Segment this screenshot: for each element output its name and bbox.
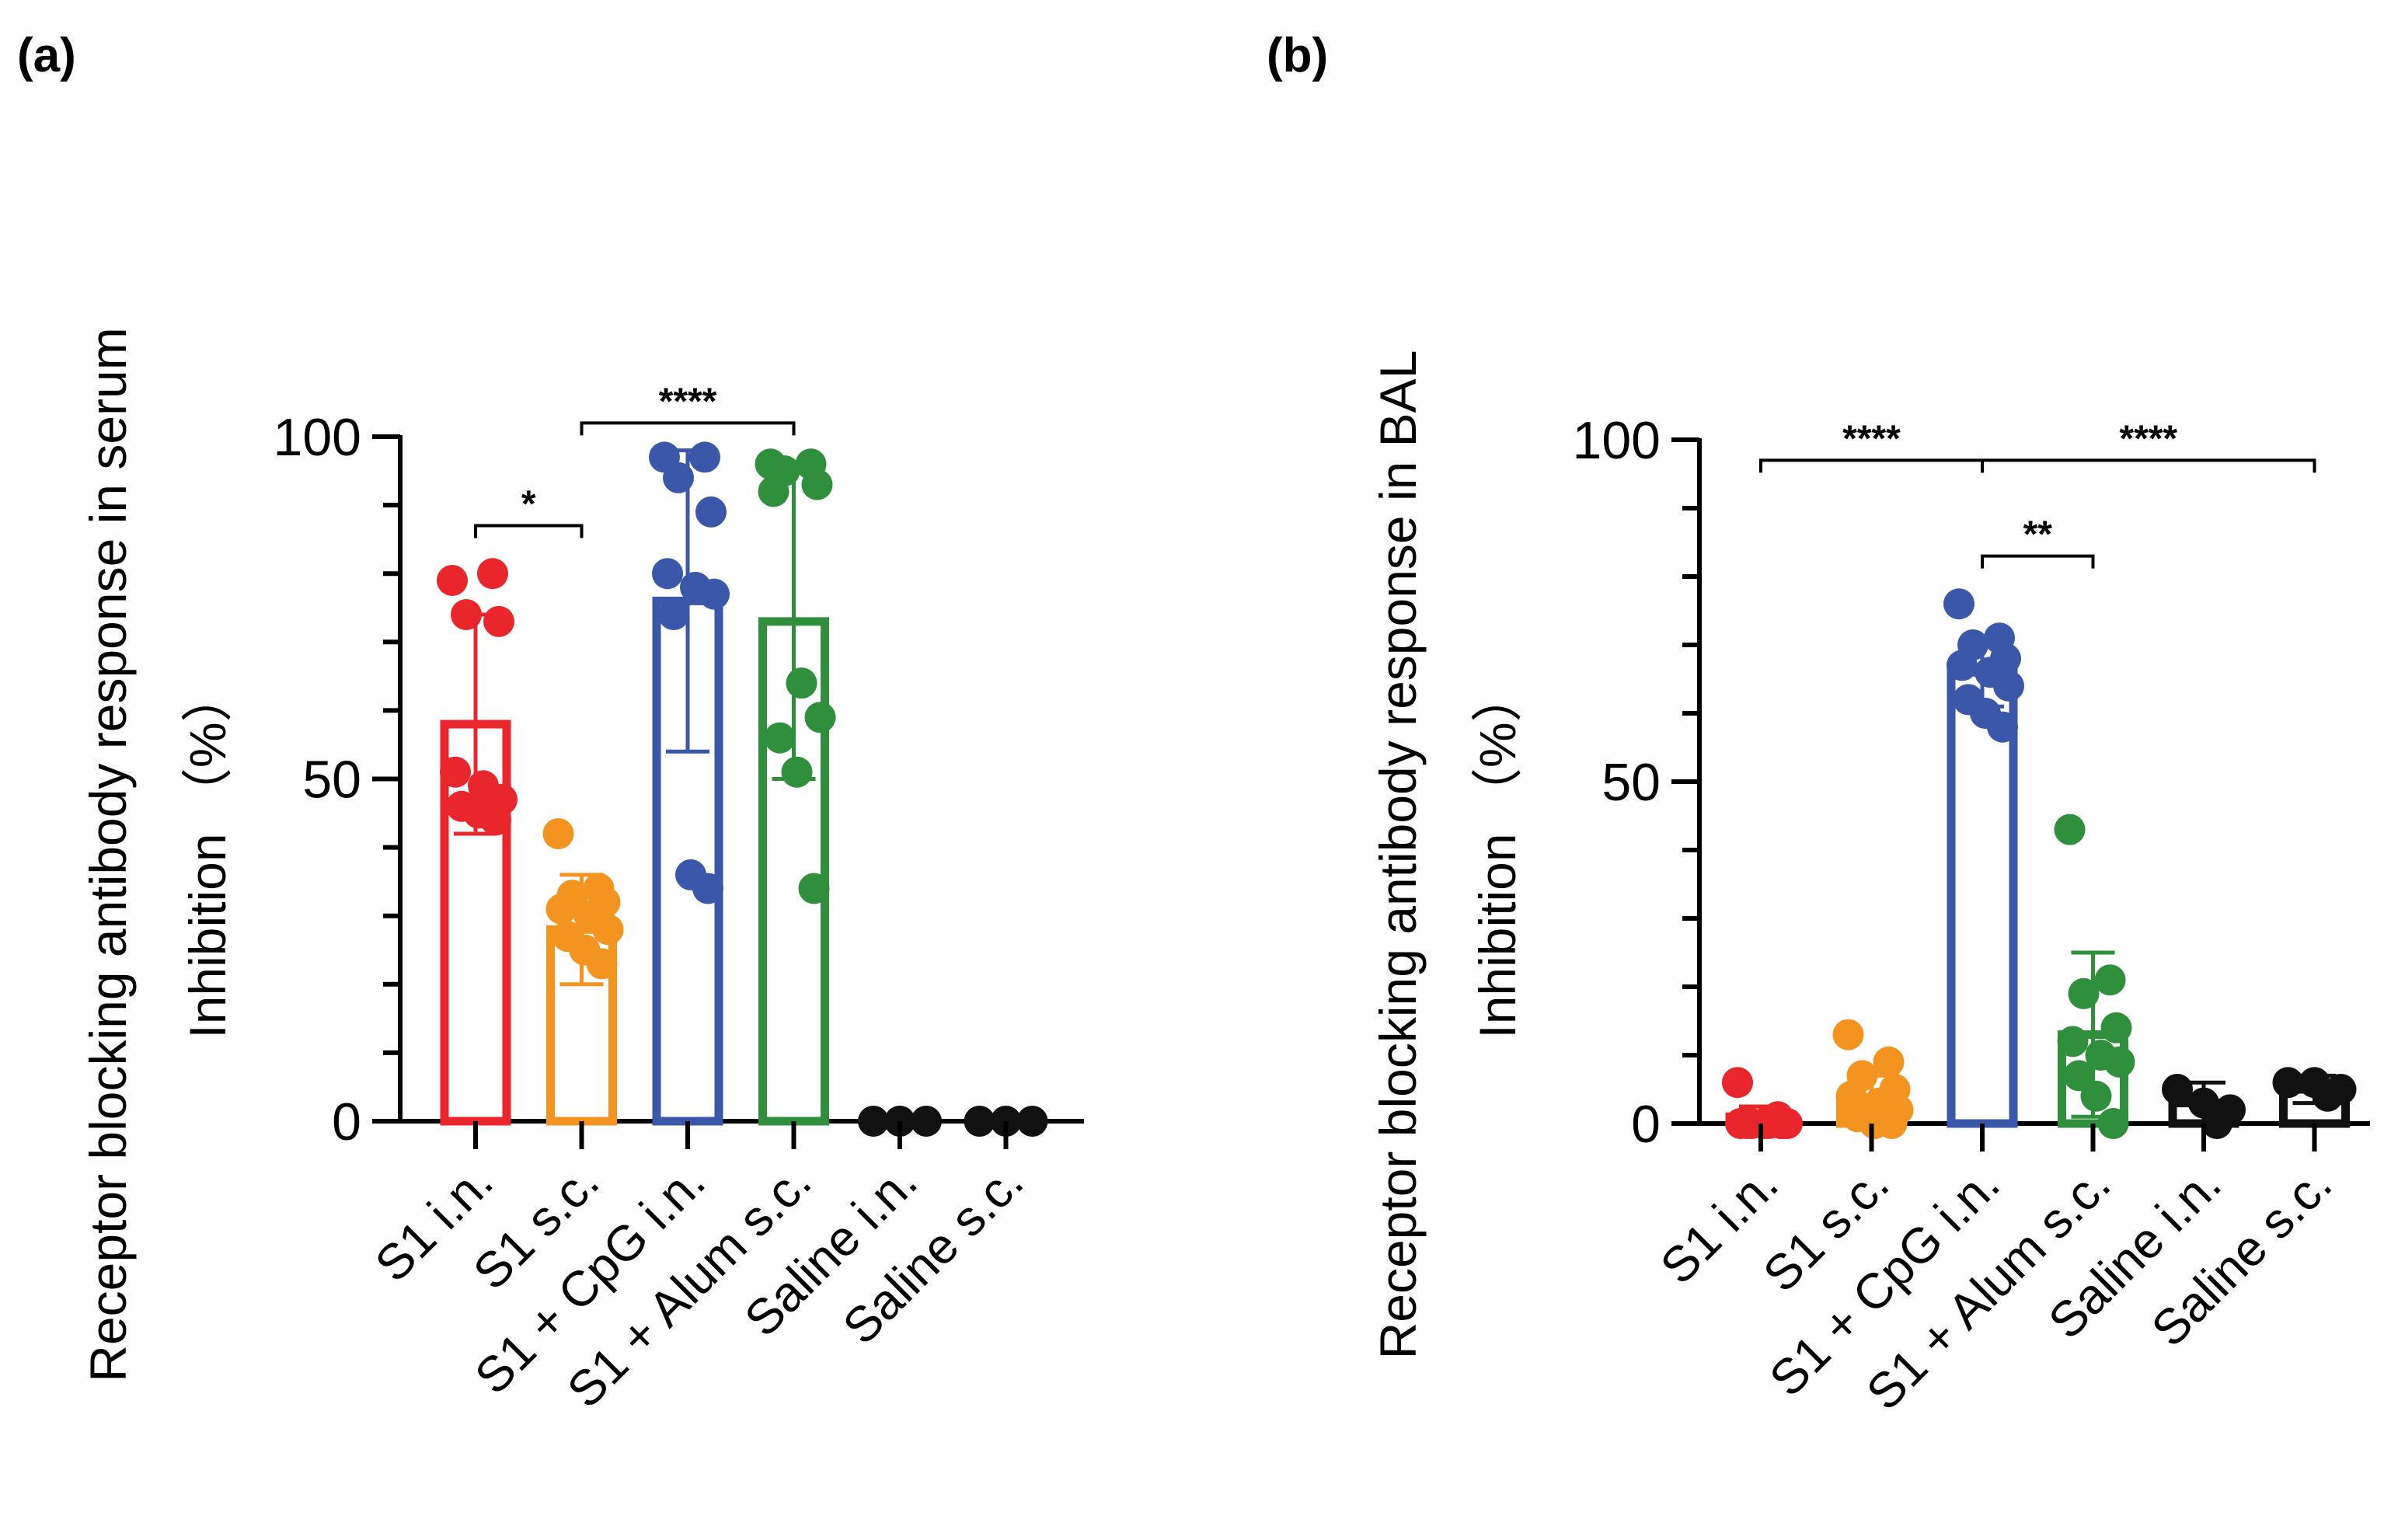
significance-label: ****: [1842, 418, 1901, 459]
data-point: [1943, 588, 1974, 620]
data-point: [437, 565, 468, 597]
data-point: [764, 722, 796, 754]
data-point: [2103, 1046, 2135, 1078]
data-point: [2063, 1060, 2095, 1092]
data-point: [586, 948, 618, 980]
data-point: [781, 756, 813, 788]
data-point: [2100, 1012, 2132, 1044]
significance-label: **: [2023, 514, 2053, 556]
significance-label: ****: [2119, 418, 2177, 459]
data-point: [689, 441, 720, 473]
data-point: [483, 605, 514, 637]
panel-b: (b) Receptor blocking antibody response …: [1267, 29, 2370, 1420]
data-point: [2272, 1067, 2304, 1099]
data-point: [1765, 1108, 1797, 1139]
significance-label: *: [521, 484, 536, 525]
data-point: [1832, 1019, 1864, 1050]
data-point: [692, 873, 723, 904]
data-point: [798, 873, 830, 904]
data-point: [1873, 1046, 1905, 1078]
y-tick-label: 50: [1602, 753, 1661, 812]
significance-label: ****: [659, 381, 717, 422]
data-point: [480, 804, 511, 836]
y-tick-label: 100: [274, 408, 361, 467]
data-point: [1947, 650, 1978, 681]
data-point: [2097, 1108, 2129, 1139]
data-point: [1016, 1106, 1048, 1137]
significance-bracket: [474, 524, 584, 538]
y-tick-label: 0: [1631, 1095, 1661, 1154]
data-point: [804, 702, 836, 733]
data-point: [801, 469, 833, 500]
panel-a-ylabel-line1: Receptor blocking antibody response in s…: [79, 327, 137, 1381]
y-tick-label: 100: [1573, 411, 1661, 470]
data-point: [699, 578, 730, 610]
data-point: [1987, 711, 2018, 743]
data-point: [2054, 814, 2086, 845]
data-point: [964, 1106, 995, 1137]
data-point: [695, 496, 727, 528]
significance-bracket: [1981, 458, 2316, 473]
data-point: [1722, 1067, 1753, 1099]
data-point: [663, 462, 694, 493]
data-point: [786, 667, 817, 699]
data-point: [2094, 964, 2126, 996]
significance-bracket: [1981, 554, 2095, 569]
data-point: [2080, 1080, 2112, 1112]
data-point: [658, 599, 689, 631]
panel-a: (a) Receptor blocking antibody response …: [17, 29, 1084, 1418]
data-point: [592, 914, 624, 946]
data-point: [1876, 1108, 1908, 1139]
data-point: [2312, 1080, 2344, 1112]
panel-b-ylabel-line2: Inhibition （%）: [1469, 671, 1526, 1038]
panel-b-ylabel-line1: Receptor blocking antibody response in B…: [1369, 350, 1427, 1360]
panel-b-label: (b): [1267, 29, 1328, 82]
significance-bracket: [1759, 458, 1984, 473]
data-point: [477, 558, 508, 590]
y-tick-label: 50: [302, 751, 361, 810]
data-point: [1993, 670, 2024, 702]
data-point: [858, 1106, 889, 1137]
data-point: [440, 756, 471, 788]
panel-a-label: (a): [17, 29, 76, 82]
data-point: [545, 893, 577, 925]
data-point: [542, 817, 574, 849]
panel-a-ylabel-line2: Inhibition （%）: [179, 671, 236, 1038]
y-tick-label: 0: [332, 1092, 361, 1152]
data-point: [2201, 1108, 2232, 1139]
data-point: [652, 558, 683, 590]
data-point: [2057, 1026, 2089, 1057]
data-point: [451, 599, 482, 631]
data-point: [758, 476, 789, 507]
data-point: [911, 1106, 942, 1137]
data-point: [2162, 1074, 2193, 1105]
significance-bracket: [580, 421, 796, 436]
data-point: [2068, 977, 2100, 1009]
